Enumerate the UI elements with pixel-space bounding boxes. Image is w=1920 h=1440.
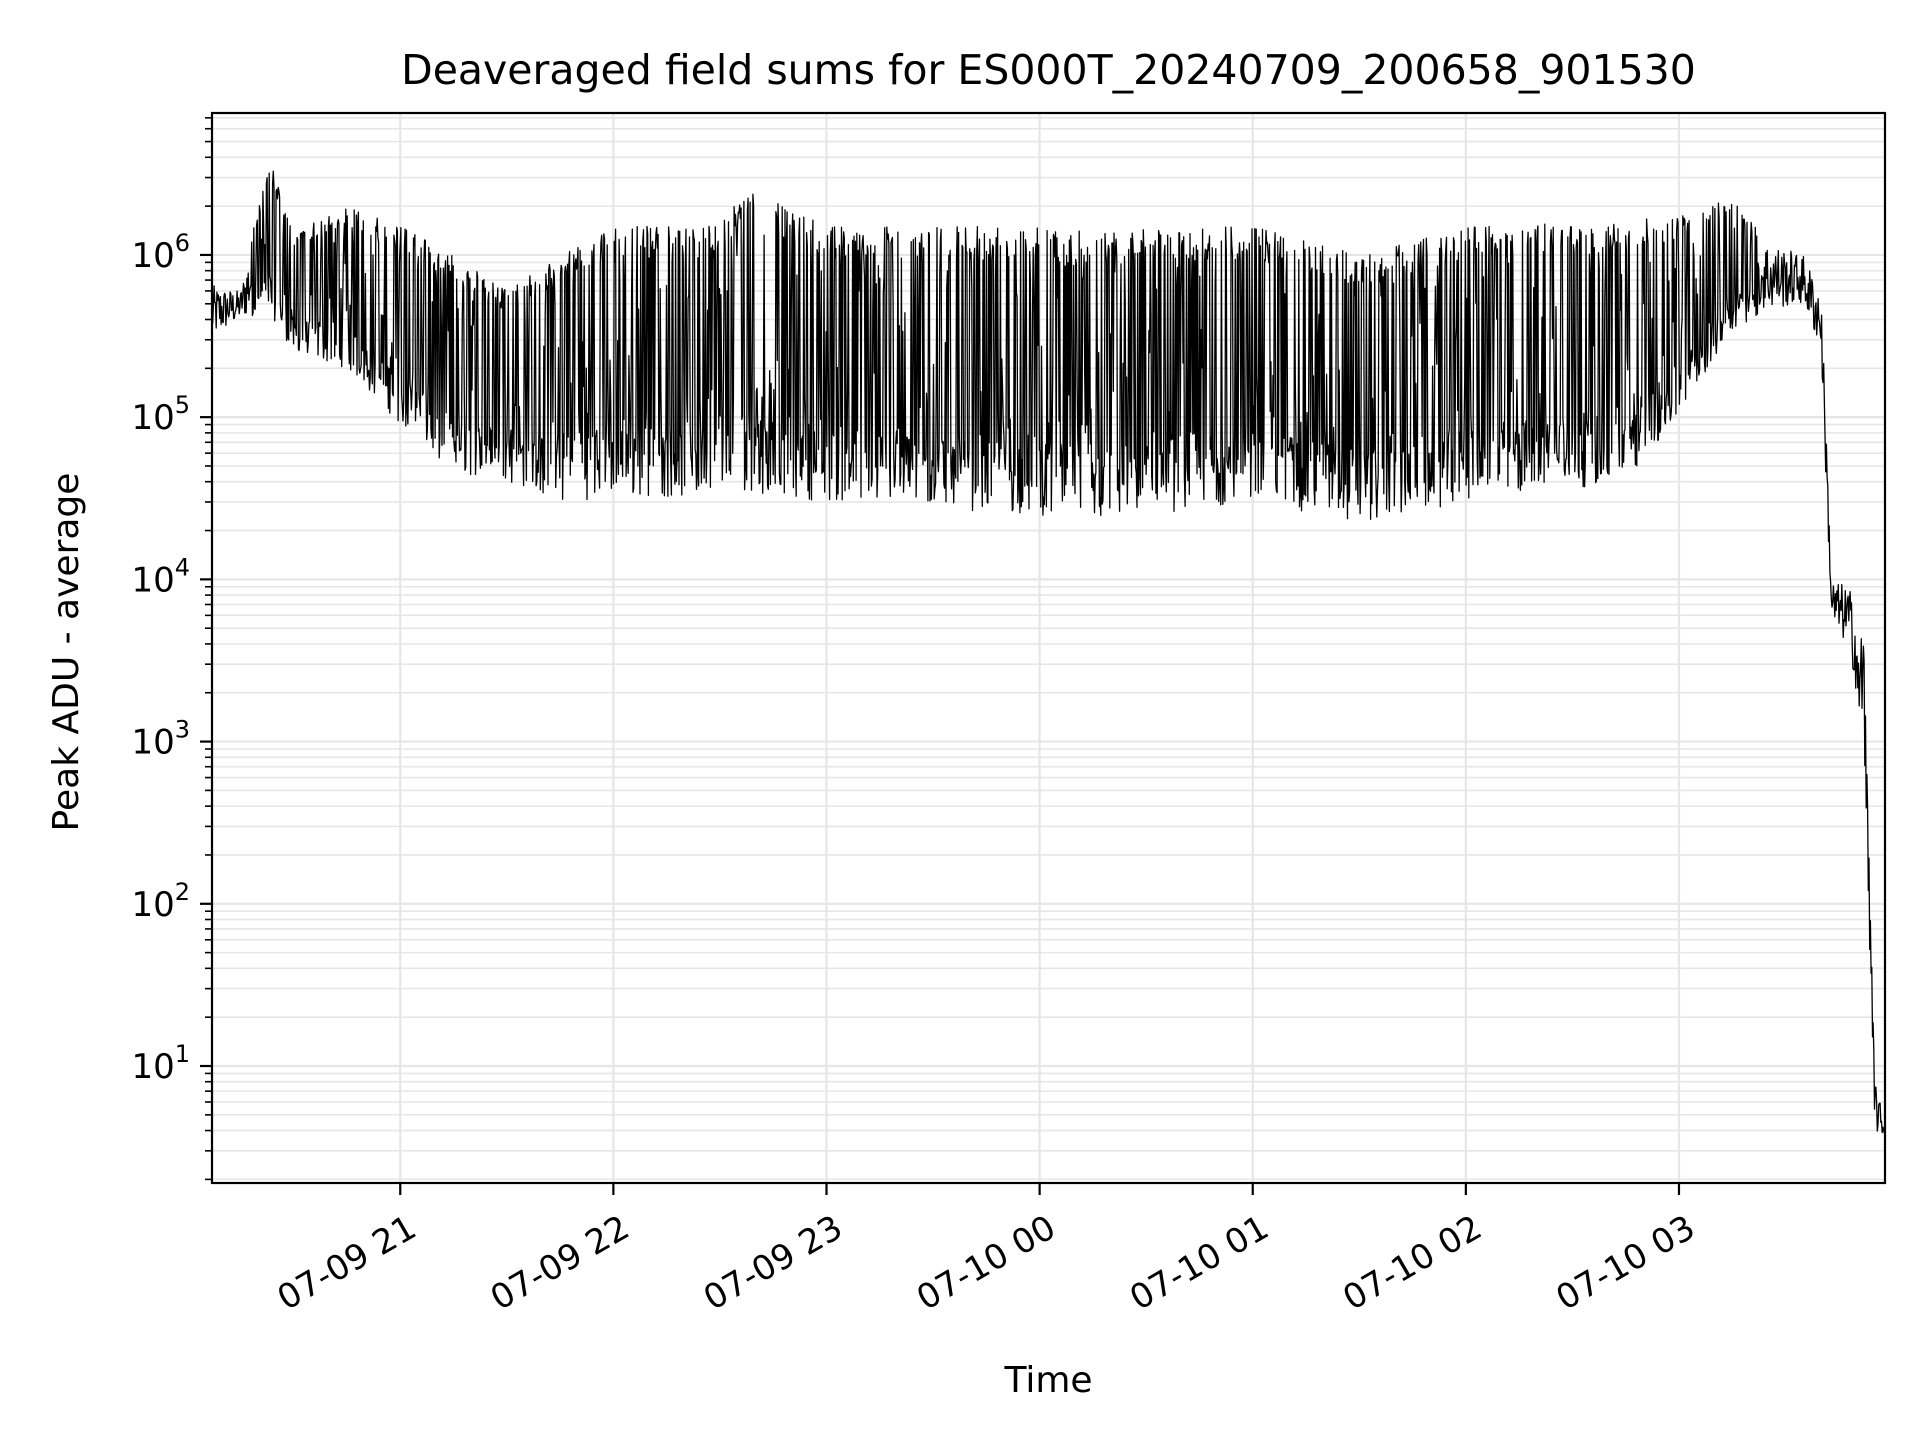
grid [212,113,1885,1183]
x-tick-label: 07-09 22 [484,1208,636,1319]
y-axis: 101 102 103 104 105 106 [131,117,212,1181]
x-tick-label: 07-10 03 [1549,1208,1701,1319]
series-line [211,170,1886,1135]
y-tick-label: 101 [131,1040,190,1087]
x-tick-label: 07-09 21 [271,1208,423,1319]
x-tick-label: 07-10 01 [1123,1208,1275,1319]
x-tick-label: 07-09 23 [697,1208,849,1319]
x-axis: 07-09 21 07-09 22 07-09 23 07-10 00 07-10 01… [271,1183,1702,1319]
y-tick-label: 102 [131,878,190,925]
x-tick-label: 07-10 02 [1336,1208,1488,1319]
y-tick-label: 105 [131,391,190,438]
chart-title: Deaveraged field sums for ES000T_2024070… [401,46,1696,94]
y-axis-label: Peak ADU - average [46,473,87,832]
plot-frame [210,111,1887,1185]
y-tick-label: 104 [131,553,190,600]
x-axis-label: Time [1003,1360,1092,1401]
x-tick-label: 07-10 00 [910,1208,1062,1319]
y-tick-label: 103 [131,716,190,763]
y-tick-label: 106 [131,229,190,276]
series-layer [211,170,1886,1135]
